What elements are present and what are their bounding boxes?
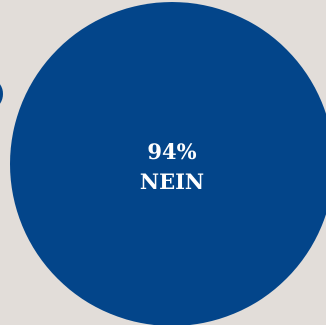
- category-label: NEIN: [140, 169, 204, 194]
- bubble-small-ring: [0, 81, 5, 107]
- bubble-nein: [10, 2, 326, 325]
- value-label: 94%: [147, 139, 196, 164]
